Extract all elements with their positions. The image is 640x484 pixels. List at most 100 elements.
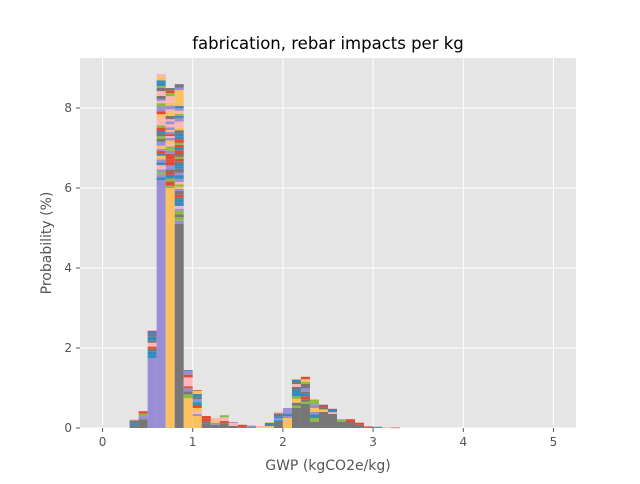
bin-stack-segment: [166, 124, 175, 127]
bin-stack-segment: [148, 330, 157, 331]
bin-stack-segment: [292, 390, 301, 394]
bin-stack-segment: [301, 400, 310, 402]
bin-stack-segment: [175, 221, 184, 224]
bin-stack-segment: [310, 402, 319, 405]
histogram-bin: [184, 370, 193, 428]
histogram-bin: [328, 408, 337, 428]
bin-stack-segment: [166, 186, 175, 188]
bin-stack-segment: [175, 154, 184, 157]
histogram-bin: [319, 405, 328, 428]
bin-stack-segment: [265, 423, 274, 426]
histogram-bin: [301, 377, 310, 428]
bin-stack-segment: [157, 77, 166, 80]
histogram-bin: [247, 426, 256, 428]
bin-base-segment: [310, 422, 319, 428]
bin-stack-segment: [175, 179, 184, 182]
bin-stack-segment: [301, 377, 310, 379]
bin-stack-segment: [292, 394, 301, 397]
bin-stack-segment: [166, 130, 175, 132]
bin-stack-segment: [157, 106, 166, 108]
bin-stack-segment: [175, 199, 184, 202]
y-tick-label: 6: [64, 181, 72, 195]
bin-stack-segment: [130, 425, 139, 428]
bin-stack-segment: [166, 96, 175, 99]
bin-base-segment: [346, 422, 355, 428]
bin-stack-segment: [274, 420, 283, 422]
bin-stack-segment: [175, 90, 184, 94]
bin-stack-segment: [166, 162, 175, 166]
histogram-bin: [382, 427, 391, 428]
histogram-bin: [274, 412, 283, 428]
y-tick-label: 4: [64, 261, 72, 275]
bin-stack-segment: [184, 388, 193, 391]
bin-stack-segment: [166, 154, 175, 157]
bin-stack-segment: [220, 421, 229, 423]
bin-stack-segment: [193, 397, 202, 399]
bin-stack-segment: [229, 423, 238, 426]
bin-stack-segment: [175, 217, 184, 220]
bin-stack-segment: [184, 377, 193, 380]
bin-stack-segment: [175, 108, 184, 110]
bin-stack-segment: [166, 93, 175, 96]
histogram-bin: [337, 419, 346, 428]
bin-stack-segment: [166, 156, 175, 159]
bin-stack-segment: [157, 131, 166, 133]
bin-stack-segment: [175, 145, 184, 148]
bin-stack-segment: [310, 404, 319, 408]
bin-base-segment: [337, 422, 346, 428]
bin-base-segment: [283, 418, 292, 428]
histogram-bin: [166, 88, 175, 428]
bin-stack-segment: [301, 384, 310, 387]
bin-stack-segment: [193, 399, 202, 402]
bin-stack-segment: [355, 423, 364, 425]
bin-stack-segment: [157, 111, 166, 114]
bin-stack-segment: [166, 136, 175, 138]
bin-stack-segment: [157, 154, 166, 156]
bin-stack-segment: [157, 91, 166, 94]
bin-stack-segment: [193, 408, 202, 412]
bin-stack-segment: [283, 412, 292, 414]
bin-stack-segment: [175, 128, 184, 130]
bin-base-segment: [139, 419, 148, 428]
bin-base-segment: [175, 224, 184, 428]
bin-stack-segment: [157, 94, 166, 96]
bin-stack-segment: [130, 419, 139, 420]
bin-stack-segment: [157, 168, 166, 170]
histogram-bin: [283, 408, 292, 428]
x-tick-label: 0: [99, 435, 107, 449]
bin-stack-segment: [166, 127, 175, 130]
bin-stack-segment: [130, 420, 139, 423]
bin-stack-segment: [148, 334, 157, 337]
bin-stack-segment: [148, 341, 157, 343]
bin-stack-segment: [193, 405, 202, 408]
bin-stack-segment: [175, 116, 184, 118]
bin-stack-segment: [157, 174, 166, 177]
bin-stack-segment: [175, 111, 184, 114]
bin-stack-segment: [301, 379, 310, 382]
bin-base-segment: [238, 427, 247, 428]
histogram-bin: [175, 84, 184, 428]
bin-stack-segment: [175, 118, 184, 122]
bin-stack-segment: [157, 177, 166, 180]
bin-stack-segment: [166, 182, 175, 184]
y-axis-label: Probability (%): [39, 192, 55, 295]
bin-stack-segment: [157, 146, 166, 149]
bin-stack-segment: [175, 88, 184, 91]
bin-stack-segment: [382, 427, 391, 428]
histogram-bin: [355, 422, 364, 428]
bin-stack-segment: [184, 380, 193, 383]
bin-stack-segment: [157, 122, 166, 126]
bin-base-segment: [328, 414, 337, 428]
bin-stack-segment: [148, 355, 157, 358]
bin-stack-segment: [175, 189, 184, 191]
histogram-bin: [391, 428, 400, 429]
bin-stack-segment: [355, 422, 364, 423]
bin-stack-segment: [166, 144, 175, 147]
bin-stack-segment: [292, 379, 301, 380]
bin-stack-segment: [157, 103, 166, 106]
y-tick-label: 8: [64, 101, 72, 115]
x-tick-label: 4: [459, 435, 467, 449]
bin-stack-segment: [166, 103, 175, 106]
